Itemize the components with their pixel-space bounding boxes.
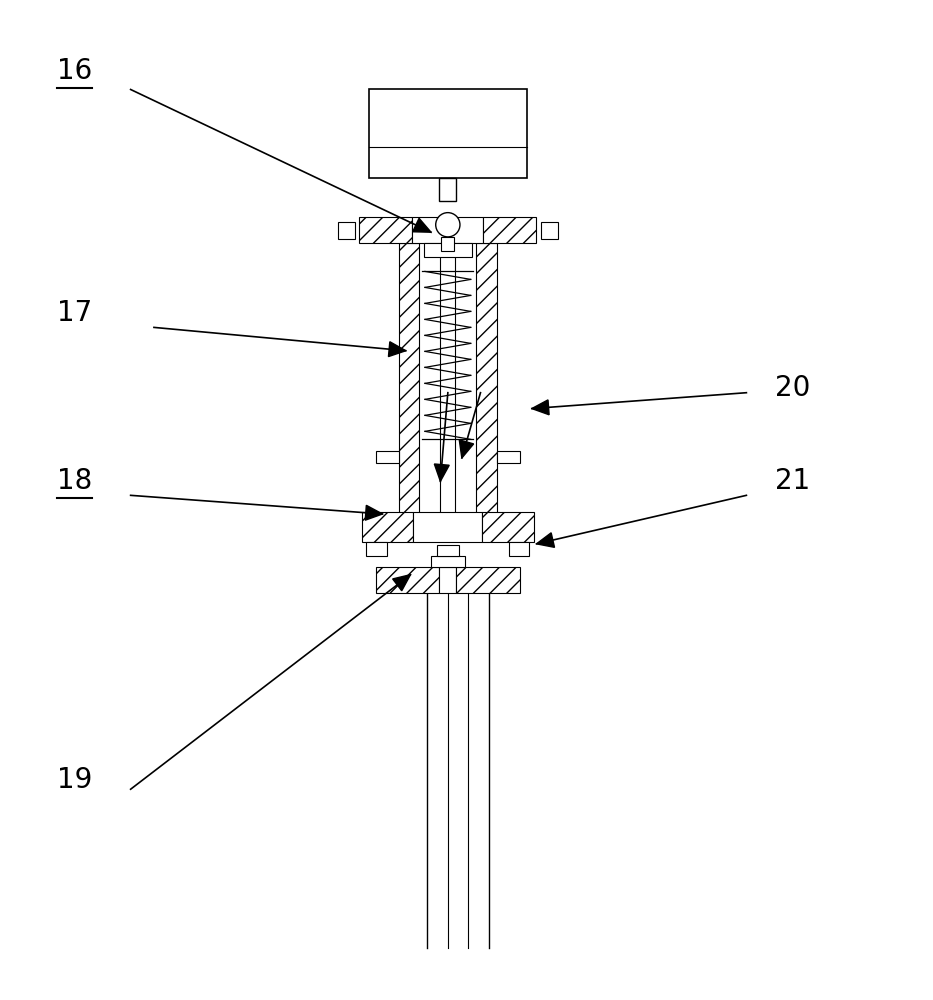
Text: 17: 17 [57, 299, 92, 327]
Bar [541, 222, 558, 239]
Bar [413, 512, 482, 542]
Bar [509, 542, 530, 556]
Bar [359, 217, 412, 243]
Bar [439, 178, 456, 201]
Polygon shape [388, 342, 406, 357]
Polygon shape [393, 575, 411, 591]
Bar [366, 542, 386, 556]
Bar [436, 556, 460, 573]
Bar [439, 567, 456, 593]
Bar [375, 451, 399, 463]
Text: 19: 19 [57, 766, 92, 794]
Polygon shape [532, 400, 550, 415]
Bar [424, 243, 471, 257]
Text: 21: 21 [775, 467, 811, 495]
Bar [399, 243, 420, 519]
Bar [412, 217, 483, 243]
Bar [496, 451, 521, 463]
Bar [483, 217, 536, 243]
Bar [369, 89, 527, 178]
Bar [338, 222, 355, 239]
Bar [440, 243, 455, 528]
Text: 18: 18 [57, 467, 92, 495]
Bar [456, 567, 520, 593]
Bar [361, 512, 413, 542]
Polygon shape [412, 218, 431, 232]
Bar [431, 556, 465, 567]
Polygon shape [365, 505, 383, 520]
Bar [482, 512, 534, 542]
Bar [476, 243, 496, 519]
Polygon shape [435, 464, 449, 481]
Polygon shape [536, 533, 554, 547]
Text: 20: 20 [775, 374, 811, 402]
Circle shape [436, 213, 460, 237]
Bar [437, 545, 459, 556]
Text: 16: 16 [57, 57, 92, 85]
Bar [376, 567, 439, 593]
Polygon shape [459, 440, 474, 458]
Bar [441, 237, 454, 251]
